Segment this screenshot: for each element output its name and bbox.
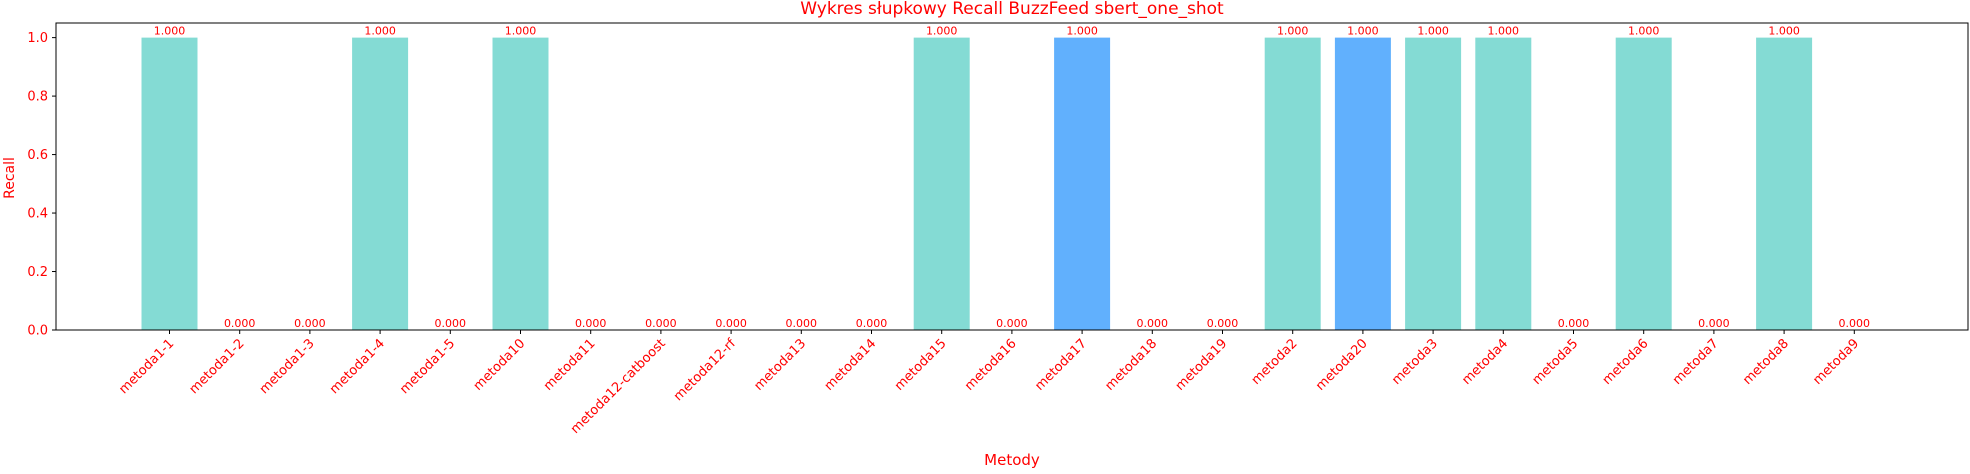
- bar-value-label: 1.000: [154, 25, 186, 38]
- y-tick-label: 0.2: [27, 265, 48, 280]
- bar-metoda1-4: [352, 37, 409, 330]
- x-tick-label: metoda13: [752, 336, 810, 394]
- bar-value-label: 1.000: [1277, 25, 1309, 38]
- x-tick-label: metoda17: [1032, 336, 1090, 394]
- bar-value-label: 1.000: [1768, 25, 1800, 38]
- x-tick-label: metoda6: [1600, 336, 1652, 388]
- bar-value-label: 1.000: [1347, 25, 1379, 38]
- x-tick-label: metoda19: [1173, 336, 1231, 394]
- x-tick-label: metoda1-1: [116, 336, 177, 397]
- bar-metoda20: [1334, 37, 1391, 330]
- bar-value-label: 1.000: [1628, 25, 1660, 38]
- x-tick-label: metoda3: [1389, 336, 1441, 388]
- bar-metoda4: [1475, 37, 1532, 330]
- bar-value-label: 1.000: [505, 25, 537, 38]
- bar-value-label: 0.000: [435, 317, 467, 330]
- y-tick-label: 1.0: [27, 31, 48, 46]
- value-labels-group: 1.000 0.000 0.000 1.000 0.000 1.000 0.000 0.000…: [154, 25, 1870, 330]
- x-tick-label: metoda4: [1459, 336, 1511, 388]
- bar-value-label: 0.000: [715, 317, 747, 330]
- bar-value-label: 1.000: [1488, 25, 1520, 38]
- plot-area-frame: [55, 22, 1969, 331]
- x-tick-label: metoda10: [471, 336, 529, 394]
- x-tick-label: metoda1-2: [187, 336, 248, 397]
- bar-metoda3: [1405, 37, 1462, 330]
- x-axis-ticks: metoda1-1 metoda1-2 metoda1-3 metoda1-4 meto…: [116, 330, 1862, 437]
- bar-value-label: 0.000: [1207, 317, 1239, 330]
- bar-metoda15: [913, 37, 970, 330]
- bar-value-label: 1.000: [926, 25, 958, 38]
- bar-value-label: 0.000: [645, 317, 677, 330]
- bar-metoda6: [1615, 37, 1672, 330]
- x-tick-label: metoda8: [1740, 336, 1792, 388]
- y-tick-label: 0.6: [27, 148, 48, 163]
- bar-value-label: 0.000: [224, 317, 256, 330]
- x-tick-label: metoda12-rf: [671, 336, 739, 404]
- bar-value-label: 0.000: [575, 317, 607, 330]
- bar-value-label: 1.000: [1066, 25, 1098, 38]
- bar-metoda8: [1756, 37, 1813, 330]
- bar-metoda2: [1264, 37, 1321, 330]
- x-tick-label: metoda18: [1103, 336, 1161, 394]
- bar-value-label: 0.000: [856, 317, 888, 330]
- x-tick-label: metoda14: [822, 336, 880, 394]
- bar-value-label: 0.000: [1698, 317, 1730, 330]
- x-tick-label: metoda2: [1249, 336, 1301, 388]
- y-axis-ticks: 0.0 0.2 0.4 0.6 0.8 1.0: [27, 31, 56, 339]
- bar-value-label: 0.000: [1137, 317, 1169, 330]
- bar-metoda1-1: [141, 37, 198, 330]
- x-tick-label: metoda20: [1313, 336, 1371, 394]
- bar-value-label: 1.000: [1417, 25, 1449, 38]
- bar-value-label: 0.000: [294, 317, 326, 330]
- bar-value-label: 0.000: [1839, 317, 1871, 330]
- x-tick-label: metoda5: [1530, 336, 1582, 388]
- bar-value-label: 0.000: [1558, 317, 1590, 330]
- bar-value-label: 1.000: [364, 25, 396, 38]
- y-tick-label: 0.0: [27, 324, 48, 339]
- bar-metoda10: [492, 37, 549, 330]
- y-tick-label: 0.4: [27, 207, 48, 222]
- chart-title: Wykres słupkowy Recall BuzzFeed sbert_on…: [800, 0, 1224, 19]
- y-tick-label: 0.8: [27, 90, 48, 105]
- x-axis-label: Metody: [984, 451, 1040, 469]
- x-tick-label: metoda15: [892, 336, 950, 394]
- x-tick-label: metoda11: [541, 336, 599, 394]
- x-tick-label: metoda1-3: [257, 336, 318, 397]
- y-axis-label: Recall: [2, 157, 18, 199]
- x-tick-label: metoda1-5: [397, 336, 458, 397]
- x-tick-label: metoda9: [1810, 336, 1862, 388]
- bar-value-label: 0.000: [786, 317, 818, 330]
- x-tick-label: metoda7: [1670, 336, 1722, 388]
- bars-group: [141, 37, 1813, 330]
- x-tick-label: metoda16: [962, 336, 1020, 394]
- x-tick-label: metoda1-4: [327, 336, 388, 397]
- bar-value-label: 0.000: [996, 317, 1028, 330]
- bar-metoda17: [1054, 37, 1111, 330]
